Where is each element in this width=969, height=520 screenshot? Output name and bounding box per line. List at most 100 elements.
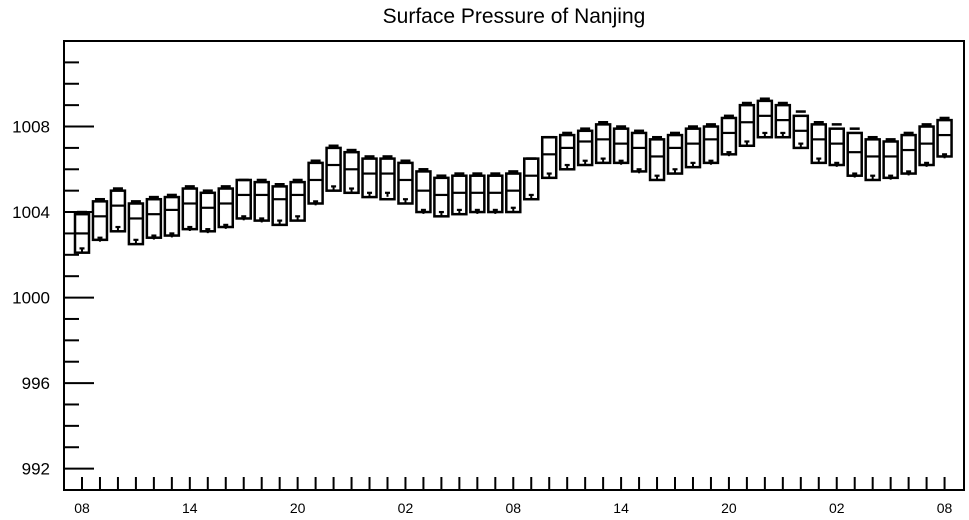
box-item: [271, 183, 288, 227]
box-item: [109, 187, 127, 233]
box: [271, 185, 288, 227]
box-item: [361, 155, 378, 199]
box-item: [882, 138, 899, 180]
box-item: [505, 170, 522, 214]
box-item: [235, 178, 252, 221]
box-item: [702, 123, 720, 165]
box: [127, 202, 145, 246]
box: [109, 189, 127, 233]
box: [217, 187, 235, 229]
x-axis: 08 14 20 02 08 14 20 02 08: [74, 477, 953, 516]
box: [738, 103, 756, 148]
box-item: [163, 193, 181, 238]
box: [253, 180, 270, 222]
box-item: [900, 131, 917, 176]
box: [199, 191, 217, 233]
box-item: [846, 127, 863, 178]
box-item: [774, 101, 792, 139]
y-tick-label: 992: [22, 460, 50, 479]
box: [594, 123, 612, 165]
chart-title: Surface Pressure of Nanjing: [383, 5, 646, 28]
x-tick-label: 14: [613, 500, 629, 516]
box-item: [145, 195, 163, 240]
box-item: [540, 135, 558, 180]
box-item: [397, 159, 414, 205]
box-item: [523, 157, 540, 201]
box: [379, 157, 396, 201]
box-item: [864, 135, 881, 182]
box-item: [217, 185, 235, 229]
box: [936, 118, 953, 158]
box: [325, 146, 342, 192]
y-axis: 992 996 1000 1004 1008: [12, 40, 94, 491]
box: [540, 135, 558, 180]
box: [163, 195, 181, 237]
box-item: [433, 174, 450, 218]
x-tick-label: 02: [398, 500, 414, 516]
box: [523, 157, 540, 201]
box-item: [756, 97, 774, 139]
box-item: [684, 125, 702, 169]
box: [864, 138, 881, 182]
box: [810, 123, 828, 165]
box-item: [325, 144, 342, 192]
box: [289, 180, 306, 222]
y-tick-label: 1004: [12, 203, 50, 222]
box: [720, 116, 738, 156]
box-item: [576, 127, 594, 167]
box: [145, 197, 163, 239]
box: [397, 161, 414, 205]
box: [702, 125, 720, 165]
x-tick-label: 08: [937, 500, 953, 516]
box-item: [253, 178, 270, 223]
box: [882, 140, 899, 180]
box-item: [594, 120, 612, 165]
plot-frame: [63, 40, 965, 491]
box-item: [738, 101, 756, 148]
box: [505, 172, 522, 214]
box-item: [307, 159, 324, 206]
box: [918, 125, 935, 167]
box: [343, 150, 360, 195]
box-item: [648, 135, 666, 182]
box-series: [73, 97, 953, 254]
box: [756, 99, 774, 139]
box-item: [415, 168, 432, 214]
box-item: [91, 197, 109, 242]
box-item: [127, 200, 145, 246]
y-tick-label: 1000: [12, 289, 50, 308]
box-item: [343, 148, 360, 195]
box-item: [451, 172, 468, 216]
box: [648, 138, 666, 182]
box-item: [289, 178, 306, 222]
box: [181, 187, 199, 231]
box: [235, 178, 252, 220]
x-tick-label: 14: [182, 500, 198, 516]
box-item: [487, 172, 504, 214]
box: [576, 129, 594, 167]
box: [451, 174, 468, 216]
box: [684, 127, 702, 169]
y-tick-label: 996: [22, 374, 50, 393]
box: [666, 133, 684, 175]
box-item: [720, 114, 738, 157]
box-item: [828, 123, 845, 167]
box-item: [199, 189, 217, 234]
box-item: [612, 125, 630, 165]
box: [558, 133, 576, 171]
box: [612, 127, 630, 165]
x-tick-label: 20: [290, 500, 306, 516]
box: [828, 127, 845, 167]
box-item: [558, 131, 576, 171]
box: [361, 157, 378, 199]
box-item: [792, 110, 810, 150]
x-tick-label: 08: [505, 500, 521, 516]
x-tick-label: 02: [829, 500, 845, 516]
box: [307, 161, 324, 205]
x-tick-label: 20: [721, 500, 737, 516]
y-tick-label: 1008: [12, 118, 50, 137]
box: [900, 133, 917, 175]
box: [630, 131, 648, 173]
box: [91, 200, 109, 242]
